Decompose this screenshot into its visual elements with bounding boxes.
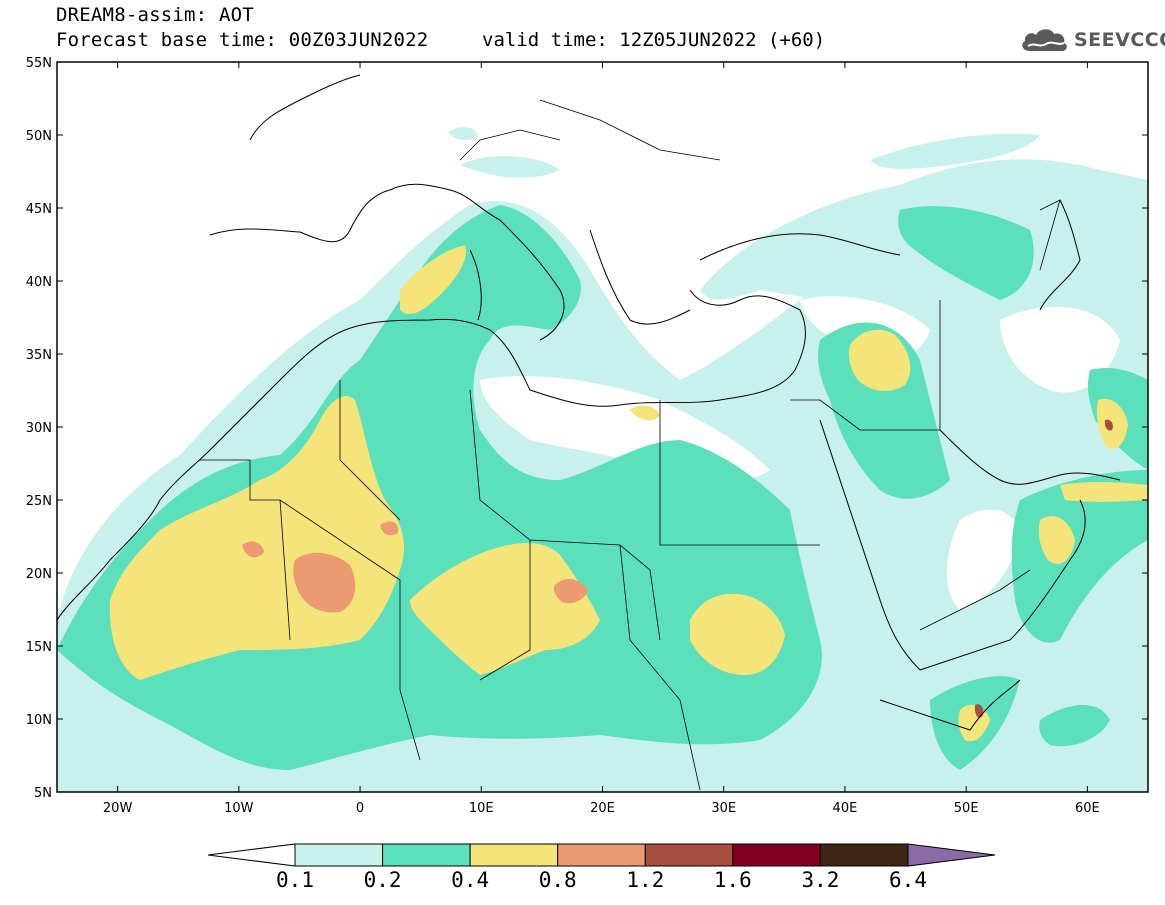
- colorbar-box: [382, 843, 471, 867]
- forecast-base-time: Forecast base time: 00Z03JUN2022: [56, 29, 429, 51]
- valid-time: valid time: 12Z05JUN2022 (+60): [482, 29, 826, 51]
- lat-tick-label: 25N: [26, 494, 52, 509]
- colorbar-box: [819, 843, 909, 867]
- colorbar-label: 1.6: [714, 868, 752, 892]
- lat-tick-label: 20N: [26, 567, 52, 582]
- colorbar-box: [644, 843, 734, 867]
- lat-tick-label: 15N: [26, 640, 52, 655]
- colorbar-min-arrow: [207, 843, 296, 867]
- lon-tick-label: 10E: [469, 801, 494, 816]
- colorbar-box: [469, 843, 559, 867]
- colorbar-label: 1.2: [626, 868, 664, 892]
- colorbar-box: [294, 843, 384, 867]
- lat-tick-label: 55N: [26, 56, 52, 71]
- lon-tick-label: 50E: [954, 801, 979, 816]
- colorbar-label: 3.2: [801, 868, 839, 892]
- lon-tick-label: 0: [356, 801, 364, 816]
- colorbar-label: 6.4: [889, 868, 927, 892]
- lat-tick-label: 50N: [26, 129, 52, 144]
- country-borders: [200, 99, 1061, 791]
- lat-tick-label: 30N: [26, 421, 52, 436]
- logo-text: SEEVCCC: [1074, 29, 1165, 51]
- colorbar-label: 0.4: [451, 868, 489, 892]
- lon-tick-label: 30E: [711, 801, 736, 816]
- lat-tick-label: 10N: [26, 713, 52, 728]
- colorbar-label: 0.1: [276, 868, 314, 892]
- colorbar-max-arrow: [907, 843, 996, 867]
- aot-field: [57, 62, 1148, 792]
- aot-level-0-8: [242, 521, 588, 613]
- lon-tick-label: 20W: [103, 801, 133, 816]
- lat-tick-label: 35N: [26, 348, 52, 363]
- longitude-axis: 20W 10W 0 10E 20E 30E 40E 50E 60E: [103, 62, 1100, 816]
- lat-tick-label: 40N: [26, 275, 52, 290]
- cloud-icon: [1022, 29, 1067, 51]
- latitude-axis: 55N 50N 45N 40N 35N 30N 25N 20N 15N 10N 5N: [26, 56, 1148, 801]
- lat-tick-label: 45N: [26, 202, 52, 217]
- colorbar: 0.1 0.2 0.4 0.8 1.2 1.6 3.2 6.4: [207, 843, 996, 892]
- colorbar-box: [557, 843, 646, 867]
- colorbar-label: 0.8: [539, 868, 577, 892]
- colorbar-label: 0.2: [364, 868, 402, 892]
- lat-tick-label: 5N: [34, 786, 52, 801]
- lon-tick-label: 60E: [1075, 801, 1100, 816]
- lon-tick-label: 40E: [833, 801, 858, 816]
- lon-tick-label: 10W: [224, 801, 254, 816]
- lon-tick-label: 20E: [590, 801, 615, 816]
- seevccc-logo: SEEVCCC: [1018, 24, 1165, 56]
- colorbar-box: [732, 843, 821, 867]
- coastlines: [57, 74, 1121, 731]
- chart-title: DREAM8-assim: AOT: [56, 4, 254, 26]
